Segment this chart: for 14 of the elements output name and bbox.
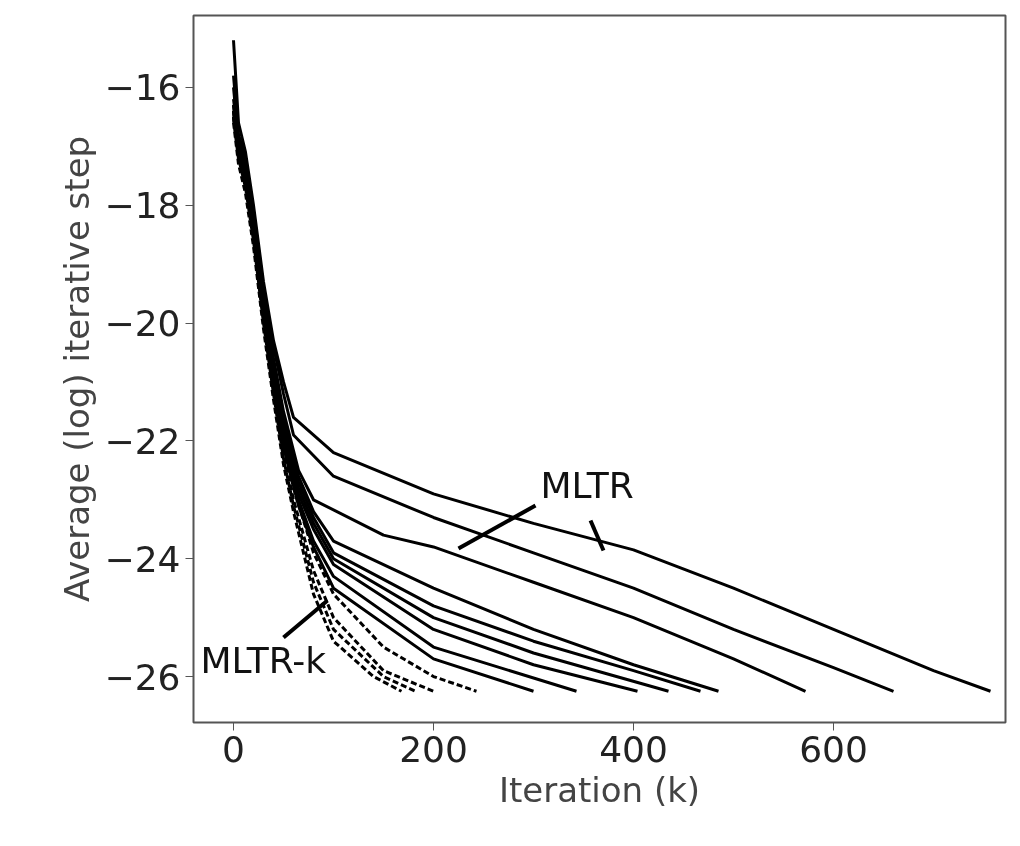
- y-tick-label: −16: [104, 67, 181, 109]
- y-tick-label: −26: [104, 656, 181, 698]
- y-axis-title: Average (log) iterative step: [56, 135, 97, 603]
- annotation: MLTR: [540, 464, 634, 506]
- x-tick-label: 400: [599, 728, 668, 770]
- x-tick-label: 0: [222, 728, 245, 770]
- y-tick-label: −24: [104, 538, 181, 580]
- x-axis-title: Iteration (k): [498, 769, 701, 810]
- y-tick-label: −22: [104, 420, 181, 462]
- x-tick-label: 200: [399, 728, 468, 770]
- annotation: MLTR-k: [200, 639, 327, 681]
- x-tick-label: 600: [799, 728, 868, 770]
- y-tick-label: −20: [104, 303, 181, 345]
- y-tick-label: −18: [104, 185, 181, 227]
